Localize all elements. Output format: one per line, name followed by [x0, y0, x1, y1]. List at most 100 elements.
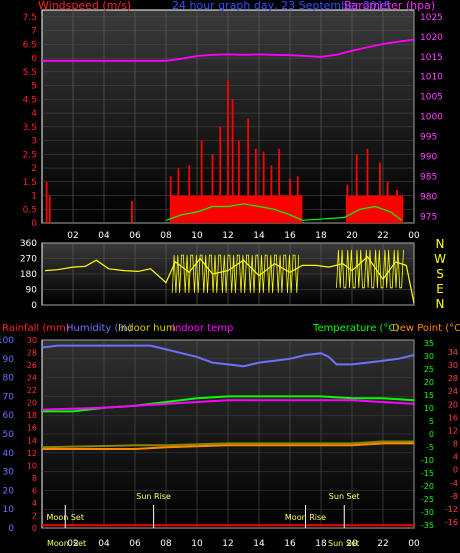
temperature-y-tick-label: 5: [429, 417, 434, 426]
humidity-title: Humidity (%): [66, 323, 132, 334]
indoor-temp-y-tick-label: 8: [453, 440, 458, 449]
compass-label: E: [436, 282, 444, 296]
direction-y-tick-label: 360: [20, 239, 37, 249]
dew-point-line: [42, 442, 414, 450]
wind-y-tick-label: 3: [31, 137, 37, 147]
temperature-y-tick-label: -10: [421, 456, 434, 465]
rainfall-y-tick-label: 20: [27, 399, 37, 408]
wind-y-tick-label: 2: [31, 164, 37, 174]
barometer-y-axis-labels: 975 980 985 990 995 1000 1005 1010 1015 1020 1025: [420, 13, 443, 223]
temperature-y-tick-label: -35: [421, 521, 434, 530]
wind-y-tick-label: 5: [31, 82, 37, 92]
astro-annotations: Sun Rise Sun Set Moon Set Moon Rise: [47, 492, 360, 528]
windspeed-bar: [379, 162, 381, 223]
temp-x-tick-label: 06: [129, 539, 141, 549]
humidity-y-tick-label: 20: [3, 486, 15, 496]
compass-label: S: [436, 267, 444, 281]
temp-x-tick-label: 22: [377, 539, 388, 549]
temperature-y-tick-label: -30: [421, 508, 434, 517]
barometer-y-tick-label: 995: [420, 133, 437, 143]
wind-x-tick-label: 08: [160, 231, 172, 241]
indoor-temp-y-tick-label: 34: [448, 348, 458, 357]
indoor-temp-y-tick-label: 12: [448, 426, 458, 435]
indoor-temp-title: Indoor temp: [172, 323, 233, 334]
windspeed-bar: [355, 154, 358, 223]
temperature-y-tick-label: 15: [424, 391, 434, 400]
bottom-moon-label: Moon: [47, 539, 69, 548]
humidity-y-tick-label: 10: [3, 505, 15, 515]
wind-y-tick-label: 3.5: [23, 123, 37, 133]
rainfall-y-tick-label: 10: [27, 461, 37, 470]
graph-title: 24 hour graph day, 23 September 2015: [172, 0, 391, 12]
wind-x-tick-label: 16: [284, 231, 296, 241]
temp-x-tick-label: 00: [408, 539, 420, 549]
temperature-y-tick-label: 10: [424, 404, 434, 413]
wind-y-tick-label: 0.5: [23, 205, 37, 215]
barometer-y-tick-label: 1005: [420, 93, 443, 103]
temperature-title: Temperature (°C): [312, 323, 399, 334]
windspeed-bar: [48, 195, 51, 223]
wind-y-tick-label: 6: [31, 54, 37, 64]
rainfall-y-tick-label: 26: [27, 361, 37, 370]
indoor-temp-y-tick-label: -4: [450, 479, 458, 488]
wind-x-tick-label: 06: [129, 231, 141, 241]
rainfall-y-tick-label: 28: [27, 349, 37, 358]
wind-y-tick-label: 1.5: [23, 178, 37, 188]
barometer-y-tick-label: 1010: [420, 73, 443, 83]
rainfall-y-tick-label: 4: [32, 499, 37, 508]
temp-x-tick-label: 14: [253, 539, 265, 549]
direction-y-tick-label: 270: [20, 255, 37, 265]
temp-x-tick-label: 20: [346, 539, 358, 549]
astro-label: Moon Set: [47, 513, 84, 522]
humidity-y-tick-label: 60: [3, 411, 15, 421]
rainfall-y-tick-label: 22: [27, 386, 37, 395]
temperature-y-tick-label: 0: [429, 430, 434, 439]
humidity-y-tick-label: 50: [3, 430, 15, 440]
humidity-y-axis-labels: 0 10 20 30 40 50 60 70 80 90 100: [0, 336, 14, 534]
wind-y-tick-label: 4.5: [23, 95, 37, 105]
temp-x-tick-label: 18: [315, 539, 327, 549]
compass-label: N: [436, 237, 445, 251]
rainfall-title: Rainfall (mm): [2, 323, 70, 334]
wind-x-tick-label: 12: [222, 231, 233, 241]
bottom-sun-label: Sun: [328, 539, 343, 548]
windspeed-bar: [366, 148, 369, 223]
bottom-set-label-2: Set: [346, 539, 359, 548]
rainfall-y-tick-label: 24: [27, 374, 37, 383]
indoor-temp-y-tick-label: 20: [448, 400, 458, 409]
indoor-temp-line: [41, 399, 415, 411]
indoor-temp-y-tick-label: 16: [448, 413, 458, 422]
barometer-y-tick-label: 1025: [420, 13, 443, 23]
wind-y-tick-label: 7.5: [23, 13, 37, 23]
indoor-temp-y-tick-label: 0: [453, 466, 458, 475]
humidity-y-tick-label: 0: [8, 524, 14, 534]
wind-x-tick-label: 02: [67, 231, 78, 241]
rainfall-y-tick-label: 12: [27, 449, 37, 458]
windspeed-cluster: [345, 195, 404, 223]
windspeed-bar: [219, 126, 222, 223]
indoor-temp-y-axis-labels: -16 -12 -8 -4 0 4 8 12 16 20 24 28 30 34: [445, 348, 458, 527]
humidity-y-tick-label: 90: [3, 355, 15, 365]
barometer-y-tick-label: 985: [420, 173, 437, 183]
indoor-temp-y-tick-label: 4: [453, 453, 458, 462]
humidity-y-tick-label: 30: [3, 468, 15, 478]
windspeed-bar: [255, 148, 257, 223]
temp-x-tick-label: 10: [191, 539, 203, 549]
direction-y-tick-label: 180: [20, 270, 37, 280]
wind-x-tick-label: 10: [191, 231, 203, 241]
rainfall-y-tick-label: 8: [32, 474, 37, 483]
windspeed-bar: [247, 118, 250, 223]
rainfall-y-tick-label: 6: [32, 486, 37, 495]
windspeed-bar: [211, 154, 214, 223]
temp-lines: [41, 344, 415, 527]
temperature-y-axis-labels: -35 -30 -25 -20 -15 -10 -5 0 5 10 15 20 25 30 35: [421, 339, 434, 530]
direction-y-axis-labels: 0 90 180 270 360: [20, 239, 37, 311]
wind-x-tick-label: 22: [377, 231, 388, 241]
barometer-y-tick-label: 1015: [420, 53, 443, 63]
humidity-y-tick-label: 70: [3, 392, 15, 402]
astro-label: Moon Rise: [285, 513, 326, 522]
windspeed-cluster: [170, 195, 303, 223]
